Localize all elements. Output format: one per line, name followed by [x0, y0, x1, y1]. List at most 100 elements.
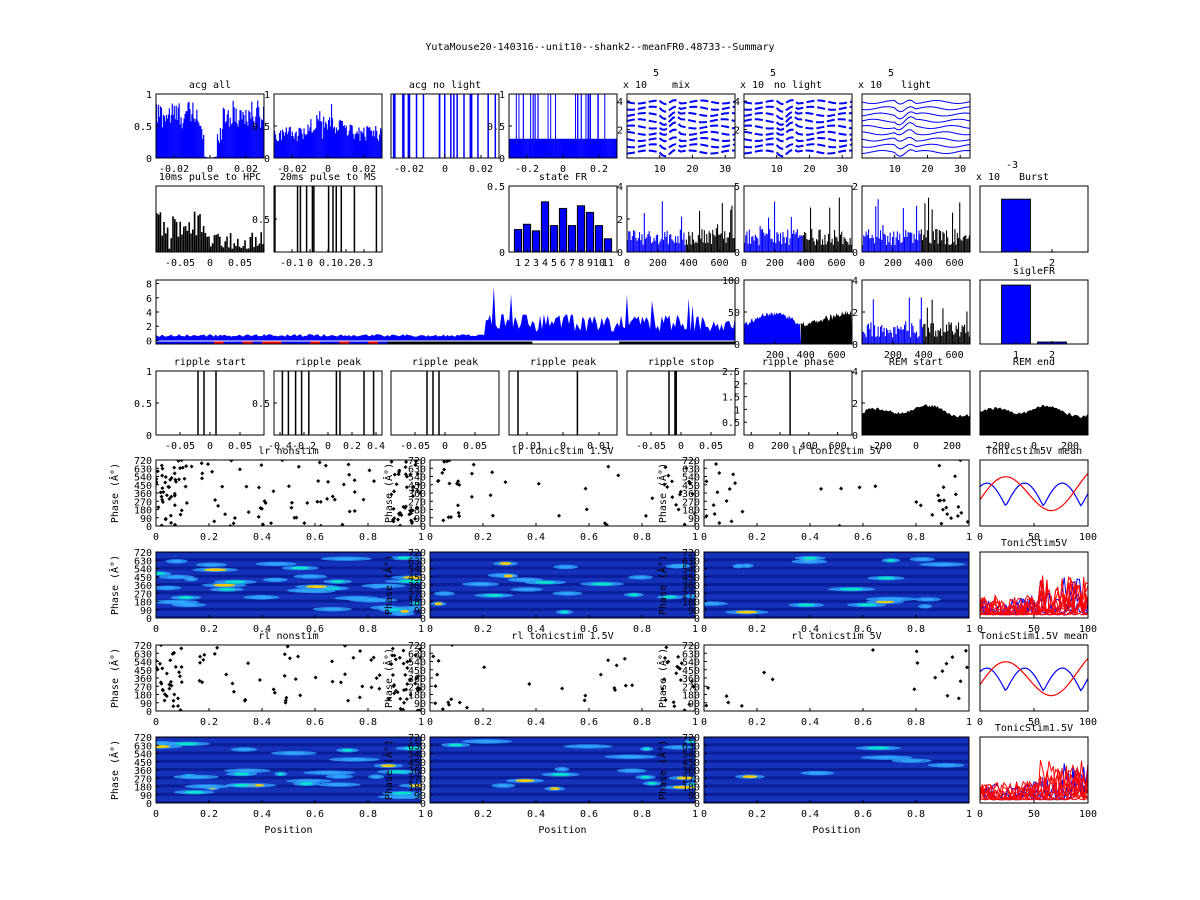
scatter-point — [398, 696, 403, 701]
plot-area — [426, 371, 440, 435]
hist-bar — [895, 237, 897, 252]
hist-bar — [948, 321, 950, 344]
heatmap-blob-core — [471, 582, 490, 586]
hist-bar — [671, 239, 673, 252]
plot-area — [862, 297, 970, 344]
scatter-point — [179, 460, 184, 463]
hist-bar — [253, 120, 255, 158]
y-tick-label: 720 — [134, 733, 152, 744]
hist-bar — [887, 329, 889, 344]
hist-bar — [561, 138, 563, 158]
trace-line — [980, 582, 1088, 616]
axes-frame — [743, 93, 853, 159]
scatter-point — [914, 649, 919, 654]
scatter-point — [179, 680, 184, 685]
hist-bar — [184, 226, 187, 252]
hist-bar — [228, 126, 230, 158]
plot-area — [744, 309, 852, 344]
hist-bar — [757, 238, 759, 252]
heatmap-band — [704, 561, 969, 567]
waveform-line — [862, 149, 970, 157]
x-tick-label: 0 — [977, 624, 983, 635]
scatter-point — [169, 494, 174, 499]
hist-bar — [865, 337, 867, 344]
axes-frame — [273, 370, 383, 436]
hist-bar — [693, 239, 695, 252]
hist-bar — [516, 138, 519, 158]
scatter-point — [583, 693, 588, 698]
heatmap-blob-core — [559, 565, 572, 569]
hist-bar — [836, 237, 838, 252]
hist-bar — [261, 119, 263, 158]
scatter-point — [246, 661, 251, 666]
heatmap-blob-core — [672, 785, 695, 789]
heatmap-band — [430, 779, 695, 785]
state-segment — [406, 341, 418, 344]
hist-bar — [274, 130, 276, 158]
hist-bar — [204, 156, 206, 158]
hist-bar — [745, 235, 747, 252]
y-tick-label: 0.5 — [134, 399, 152, 410]
hist-bar — [914, 239, 916, 252]
y-tick-label: 450 — [408, 666, 426, 677]
x-tick-label: 0.6 — [854, 532, 872, 543]
state-segment — [445, 341, 456, 344]
x-tick-label: 600 — [828, 350, 846, 361]
scatter-point — [296, 464, 301, 469]
hist-bar — [949, 324, 951, 344]
y-tick-label: 2.5 — [722, 367, 740, 378]
hist-bar — [904, 237, 906, 252]
x-tick-label: -0.05 — [636, 441, 666, 452]
hist-bar — [522, 94, 524, 158]
heatmap-blob-core — [178, 596, 194, 600]
scatter-point — [169, 683, 174, 688]
plot-area — [156, 552, 421, 618]
bar — [594, 225, 604, 252]
hist-bar — [646, 237, 648, 252]
axes-frame — [508, 370, 618, 436]
hist-bar — [365, 140, 367, 158]
hist-bar — [546, 138, 548, 158]
hist-bar — [762, 229, 764, 252]
hist-bar — [369, 127, 371, 158]
hist-bar — [670, 234, 672, 252]
y-tick-label: 6 — [146, 294, 152, 305]
hist-bar — [913, 332, 915, 344]
hist-bar — [298, 127, 300, 158]
scatter-point — [953, 492, 958, 497]
hist-bar — [295, 131, 297, 158]
heatmap-blob-core — [886, 559, 896, 562]
heatmap-blob-core — [397, 556, 413, 560]
scatter-point — [726, 700, 731, 705]
scatter-point — [162, 698, 167, 703]
hist-bar — [333, 126, 336, 158]
hist-bar — [659, 241, 661, 252]
waveform-line — [862, 99, 970, 105]
y-tick-label: 630 — [408, 464, 426, 475]
x-tick-label: -0.05 — [165, 441, 195, 452]
x-tick-label: 1 — [692, 717, 698, 728]
scatter-point — [330, 659, 335, 664]
y-tick-label: 0 — [420, 707, 426, 718]
hist-bar — [868, 323, 870, 344]
heatmap-blob-core — [915, 557, 929, 561]
x-tick-label: 50 — [1028, 809, 1040, 820]
y-tick-label: 540 — [408, 750, 426, 761]
hist-bar — [180, 117, 182, 158]
axes-frame — [429, 459, 696, 527]
y-tick-label: 720 — [408, 733, 426, 744]
x-tick-label: 1 — [692, 532, 698, 543]
hist-bar — [242, 246, 245, 252]
bar — [522, 223, 532, 252]
scatter-point — [942, 498, 947, 503]
scatter-point — [724, 499, 729, 504]
state-segment — [213, 341, 225, 344]
x-tick-label: 10 — [593, 258, 605, 269]
hist-bar — [214, 156, 217, 158]
hist-bar — [795, 232, 797, 252]
hist-bar — [157, 104, 160, 158]
scatter-point — [317, 460, 322, 465]
heatmap-band — [430, 586, 695, 592]
x-axis-label: Position — [264, 825, 312, 836]
